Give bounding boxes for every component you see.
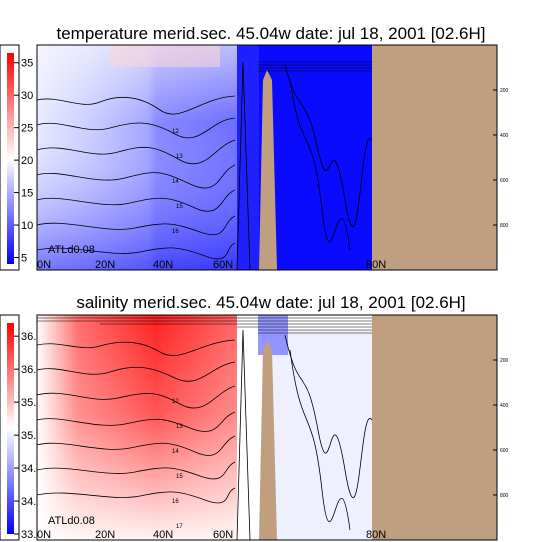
temperature-title: temperature merid.sec. 45.04w date: jul … <box>56 24 486 43</box>
temperature-depth-tick-label: 400 <box>500 133 509 139</box>
temperature-contour-label: 16 <box>172 229 179 235</box>
salinity-plot-frame <box>36 314 498 541</box>
salinity-contours <box>36 329 373 541</box>
salinity-plot-area: 12 13 14 15 16 17 ATLd0.08 0N 20N 40N 60N 80N 200… <box>36 314 509 541</box>
temperature-contour-label: 13 <box>176 154 183 160</box>
temperature-plot-area: 12 13 14 15 16 ATLd0.08 0N 20N 40N 60N 80N 200 40… <box>36 44 509 271</box>
salinity-x-tick-label: 20N <box>95 529 115 541</box>
temperature-colorbar-tick-label: 5 <box>21 253 27 265</box>
salinity-colorbar-tick-label: 34. <box>21 496 36 508</box>
salinity-x-tick-label: 0N <box>37 529 51 541</box>
salinity-contour-label: 13 <box>176 424 183 430</box>
temperature-colorbar-tick-label: 20 <box>21 155 33 167</box>
temperature-x-tick-label: 20N <box>95 259 115 271</box>
temperature-colorbar-tick-label: 15 <box>21 188 33 200</box>
salinity-surface-lines <box>37 317 372 334</box>
temperature-x-tick-label: 0N <box>37 259 51 271</box>
salinity-contour-label: 17 <box>176 524 183 530</box>
salinity-depth-tick-label: 800 <box>500 493 509 499</box>
temperature-field-depth-shade <box>37 45 237 270</box>
temperature-colorbar-tick-label: 30 <box>21 90 33 102</box>
temperature-land-greenland <box>259 70 277 270</box>
temperature-depth-tick-label: 600 <box>500 178 509 184</box>
salinity-title: salinity merid.sec. 45.04w date: jul 18,… <box>76 293 466 312</box>
temperature-warm-surface <box>110 45 220 67</box>
temperature-colorbar-tick-label: 10 <box>21 220 33 232</box>
salinity-x-tick-label: 80N <box>366 529 386 541</box>
temperature-x-tick-label: 60N <box>213 259 233 271</box>
salinity-fresh-surface <box>258 315 288 355</box>
salinity-colorbar-tick-label: 36. <box>21 364 36 376</box>
temperature-contour-label: 14 <box>172 179 179 185</box>
salinity-x-tick-label: 60N <box>213 529 233 541</box>
salinity-colorbar-tick-label: 35. <box>21 430 36 442</box>
temperature-contour-label: 15 <box>176 204 183 210</box>
temperature-model-label: ATLd0.08 <box>48 244 95 256</box>
temperature-panel: 35 30 25 20 15 10 5 <box>0 44 509 271</box>
temperature-land-north <box>372 45 497 270</box>
temperature-contour-label: 12 <box>172 129 179 135</box>
salinity-contour-label: 15 <box>176 474 183 480</box>
salinity-depth-tick-label: 400 <box>500 403 509 409</box>
temperature-plot-frame <box>36 44 498 271</box>
salinity-depth-tick-label: 200 <box>500 358 509 364</box>
temperature-depth-tick-label: 200 <box>500 88 509 94</box>
salinity-contour-label: 12 <box>172 399 179 405</box>
temperature-x-tick-label: 80N <box>366 259 386 271</box>
salinity-colorbar <box>7 323 14 534</box>
salinity-contour-label: 16 <box>172 499 179 505</box>
salinity-contour-label: 14 <box>172 449 179 455</box>
salinity-depth-tick-label: 600 <box>500 448 509 454</box>
temperature-x-tick-label: 40N <box>153 259 173 271</box>
salinity-north-tint <box>262 330 372 540</box>
temperature-deep-strip <box>237 45 259 270</box>
salinity-model-label: ATLd0.08 <box>48 515 95 527</box>
salinity-panel: 36.536.35.535.34.534.33.5 <box>0 314 509 541</box>
temperature-colorbar <box>7 53 14 264</box>
temperature-colorbar-tick-label: 35 <box>21 58 33 70</box>
temperature-depth-tick-label: 800 <box>500 223 509 229</box>
temperature-colorbar-tick-label: 25 <box>21 123 33 135</box>
salinity-land-greenland <box>259 340 277 540</box>
salinity-land-north <box>372 315 497 540</box>
temperature-surface-lines <box>258 61 372 72</box>
salinity-x-tick-label: 40N <box>153 529 173 541</box>
salinity-field-depth-shade <box>37 315 237 540</box>
